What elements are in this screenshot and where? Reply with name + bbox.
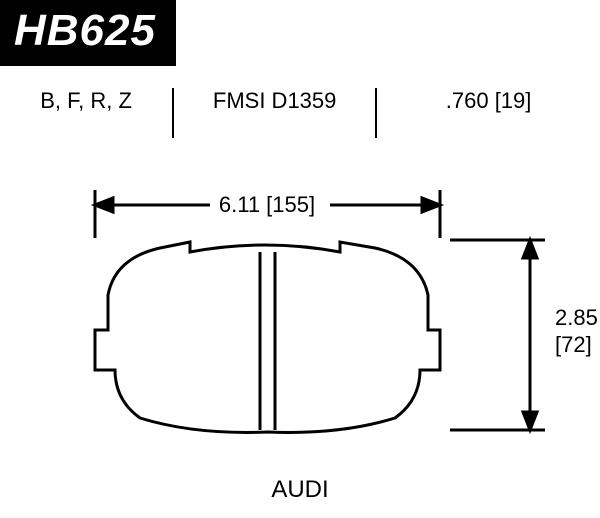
thickness-cell: .760 [19] bbox=[377, 88, 600, 138]
part-number-text: HB625 bbox=[14, 6, 156, 55]
arrow-left-icon bbox=[95, 198, 113, 212]
arrow-right-icon bbox=[422, 198, 440, 212]
width-dimension-text: 6.11 [155] bbox=[219, 192, 315, 217]
arrow-down-icon bbox=[523, 412, 537, 430]
part-number-header: HB625 bbox=[0, 0, 176, 66]
brake-pad-outline bbox=[95, 242, 440, 432]
brand-text: AUDI bbox=[271, 476, 328, 503]
compounds-cell: B, F, R, Z bbox=[0, 88, 172, 138]
fmsi-text: FMSI D1359 bbox=[213, 88, 337, 113]
arrow-up-icon bbox=[523, 240, 537, 258]
height-mm-text: [72] bbox=[555, 332, 592, 357]
brand-label: AUDI bbox=[0, 476, 600, 504]
spec-info-row: B, F, R, Z FMSI D1359 .760 [19] bbox=[0, 88, 600, 138]
thickness-text: .760 [19] bbox=[446, 88, 532, 113]
brake-pad-slot bbox=[260, 252, 275, 430]
compounds-text: B, F, R, Z bbox=[40, 88, 132, 113]
fmsi-cell: FMSI D1359 bbox=[174, 88, 375, 138]
brake-pad-diagram: 6.11 [155] 2.85 [72] bbox=[0, 160, 600, 490]
height-in-text: 2.85 bbox=[555, 305, 598, 330]
